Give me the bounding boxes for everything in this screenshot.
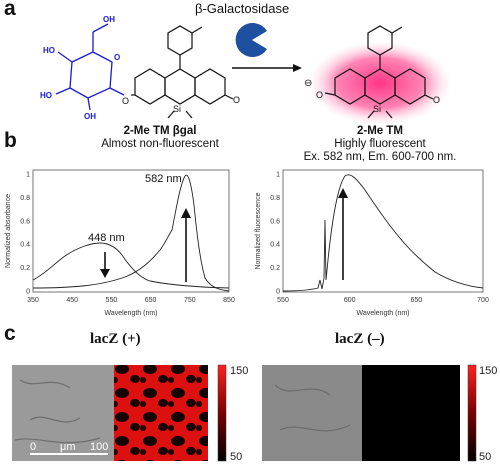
absorbance-curve-substrate (32, 242, 230, 289)
lacz-minus-title: lacZ (–) (335, 331, 385, 347)
fluorescence-yticks: 0 0.2 0.4 0.6 0.8 1 (270, 172, 280, 296)
product-line2: Ex. 582 nm, Em. 600-700 nm. (303, 151, 457, 163)
fluorescence-y-tick-0: 0 (276, 289, 280, 296)
arrow-up-icon-fluor (338, 188, 348, 280)
enzyme-label: β-Galactosidase (195, 1, 290, 16)
galactose-sugar (55, 23, 125, 111)
absorbance-ylabel: Normalized absorbance (5, 194, 12, 268)
fluorescence-glow (308, 41, 452, 125)
fluorescence-y-tick-3: 0.6 (270, 218, 280, 225)
sugar-ring-o: O (114, 53, 120, 62)
colorbar-right (467, 364, 477, 462)
colorbar-left-min: 50 (230, 451, 242, 463)
scale-zero: 0 (30, 441, 36, 453)
absorbance-y-tick-2: 0.4 (20, 242, 30, 249)
absorbance-x-tick-4: 750 (184, 297, 196, 304)
product-phenolate-o: O (316, 90, 323, 100)
reaction-arrow-icon (232, 64, 302, 72)
fluorescence-chart: 0 0.2 0.4 0.6 0.8 1 550 600 650 700 Normalized f… (255, 169, 489, 317)
scale-end: 100 (90, 441, 108, 453)
fluorescence-lacz-minus (362, 365, 460, 461)
fluorescence-frame (282, 169, 484, 293)
panel-c-letter: c (4, 322, 16, 345)
fluorescence-x-tick-1: 600 (344, 297, 356, 304)
fluorescence-curve (282, 174, 484, 292)
glycosidic-o: O (122, 96, 129, 106)
fluorescence-x-tick-3: 700 (477, 297, 489, 304)
brightfield-lacz-minus (262, 365, 362, 461)
microscopy-panel: 0 μm 100 150 50 150 50 (12, 364, 497, 463)
minus-charge-icon: ⊖ (304, 78, 312, 89)
substrate-si: Si (173, 104, 181, 114)
fluorescence-xlabel: Wavelength (nm) (356, 310, 409, 317)
absorbance-curve-product (32, 174, 230, 292)
lacz-plus-title: lacZ (+) (90, 331, 141, 347)
enzyme-pacman-icon (235, 23, 267, 58)
absorbance-yticks: 0 0.2 0.4 0.6 0.8 1 (20, 172, 30, 296)
scale-unit: μm (60, 441, 76, 453)
product-xanthene (324, 25, 434, 119)
absorbance-y-tick-1: 0.2 (20, 265, 30, 272)
absorbance-x-tick-5: 850 (223, 297, 235, 304)
annot-448: 448 nm (88, 232, 125, 244)
absorbance-xticks: 350 450 550 650 750 850 (27, 297, 235, 304)
absorbance-y-tick-4: 0.8 (20, 195, 30, 202)
absorbance-chart: 448 nm 582 nm 0 0.2 0.4 0.6 0.8 1 350 450 550 65… (5, 169, 235, 317)
absorbance-y-tick-0: 0 (26, 289, 30, 296)
fluorescence-y-tick-1: 0.2 (270, 265, 280, 272)
colorbar-left-max: 150 (230, 365, 248, 377)
absorbance-y-tick-5: 1 (26, 172, 30, 179)
fluorescence-lacz-plus (114, 365, 208, 461)
substrate-xanthene (131, 25, 234, 119)
absorbance-xlabel: Wavelength (nm) (104, 310, 157, 317)
fluorescence-y-tick-5: 1 (276, 172, 280, 179)
fluorescence-y-tick-2: 0.4 (270, 242, 280, 249)
sugar-oh-6: OH (103, 15, 115, 24)
absorbance-y-tick-3: 0.6 (20, 218, 30, 225)
panel-a-letter: a (4, 0, 16, 20)
substrate-name: 2-Me TM βgal (123, 125, 197, 137)
sugar-oh-2: OH (84, 112, 96, 121)
product-line1: Highly fluorescent (334, 138, 426, 150)
substrate-description: Almost non-fluorescent (101, 138, 219, 150)
absorbance-x-tick-3: 650 (145, 297, 157, 304)
fluorescence-y-tick-4: 0.8 (270, 195, 280, 202)
arrow-up-icon (181, 208, 191, 282)
panel-b-letter: b (4, 129, 17, 152)
product-carbonyl-o: O (433, 95, 440, 105)
arrow-down-icon (100, 252, 110, 278)
colorbar-left (217, 364, 227, 462)
fluorescence-x-tick-0: 550 (277, 297, 289, 304)
absorbance-x-tick-0: 350 (27, 297, 39, 304)
brightfield-lacz-plus (12, 365, 114, 461)
absorbance-x-tick-1: 450 (66, 297, 78, 304)
annot-582: 582 nm (145, 173, 182, 185)
sugar-ho-3: HO (40, 91, 52, 100)
product-name: 2-Me TM (357, 125, 403, 137)
fluorescence-x-tick-2: 650 (410, 297, 422, 304)
fluorescence-xticks: 550 600 650 700 (277, 297, 489, 304)
colorbar-right-min: 50 (479, 451, 491, 463)
absorbance-frame (32, 169, 230, 293)
fluorescence-ylabel: Normalized fluorescence (255, 192, 262, 269)
product-si: Si (373, 104, 381, 114)
sugar-ho-4: HO (43, 46, 55, 55)
substrate-carbonyl-o: O (233, 95, 240, 105)
colorbar-right-max: 150 (479, 365, 497, 377)
absorbance-x-tick-2: 550 (106, 297, 118, 304)
reaction-scheme: OH HO HO OH O O Si O Si O O ⊖ (40, 15, 452, 125)
